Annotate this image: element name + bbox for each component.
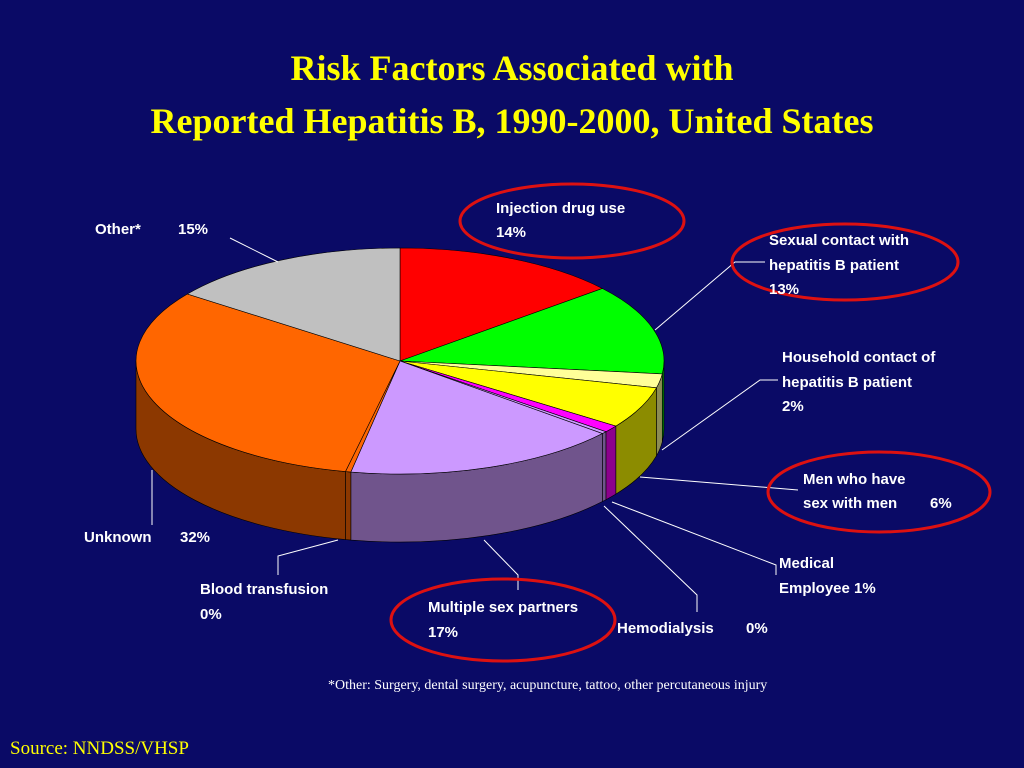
chart-title-line-1: Risk Factors Associated with <box>290 48 734 88</box>
leader-line-household <box>661 379 778 451</box>
pie-slice-unknown <box>135 293 401 472</box>
footnote: *Other: Surgery, dental surgery, acupunc… <box>328 678 768 693</box>
leader-lines <box>151 237 799 612</box>
pie-slice-multiple-sex-partners <box>350 360 604 475</box>
leader-line-sexual-contact <box>654 261 765 331</box>
value-injection-drug-use: 14% <box>496 224 526 241</box>
pie-side-walls <box>135 360 665 543</box>
label-msm-1: Men who have <box>803 471 906 488</box>
highlight-injection-drug-use <box>458 182 686 260</box>
value-multiple-sex-partners: 17% <box>428 624 458 641</box>
leader-line-medical <box>611 501 777 575</box>
leader-line-multiple <box>483 539 519 590</box>
highlight-sexual-contact <box>730 222 960 302</box>
highlight-circles <box>389 182 992 663</box>
label-unknown: Unknown <box>84 529 152 546</box>
label-household-contact-2: hepatitis B patient <box>782 374 912 391</box>
value-household-contact: 2% <box>782 398 804 415</box>
label-sexual-contact-2: hepatitis B patient <box>769 257 899 274</box>
label-msm-2: sex with men <box>803 495 897 512</box>
label-other: Other* <box>95 221 141 238</box>
label-blood-transfusion: Blood transfusion <box>200 581 328 598</box>
label-sexual-contact-1: Sexual contact with <box>769 232 909 249</box>
highlight-msm <box>766 450 992 534</box>
label-multiple-sex-partners: Multiple sex partners <box>428 599 578 616</box>
value-msm: 6% <box>930 495 952 512</box>
label-household-contact-1: Household contact of <box>782 349 936 366</box>
label-injection-drug-use: Injection drug use <box>496 200 625 217</box>
value-unknown: 32% <box>180 529 210 546</box>
pie-slice-sexual-contact-with-hepatitis-b-patient <box>399 288 665 375</box>
pie-top-faces <box>135 247 665 475</box>
label-medical-2: Employee 1% <box>779 580 876 597</box>
value-hemodialysis: 0% <box>746 620 768 637</box>
pie-side-medical-employee <box>605 425 617 501</box>
source-note: Source: NNDSS/VHSP <box>10 738 189 759</box>
pie-slice-other <box>186 247 401 362</box>
value-other: 15% <box>178 221 208 238</box>
label-hemodialysis: Hemodialysis <box>617 620 714 637</box>
leader-line-hemodialysis <box>603 505 698 612</box>
highlight-multiple-sex-partners <box>389 577 617 663</box>
leader-line-blood <box>277 539 339 575</box>
value-blood-transfusion: 0% <box>200 606 222 623</box>
pie-slice-injection-drug-use <box>399 247 604 362</box>
leader-line-other <box>229 237 279 263</box>
value-sexual-contact: 13% <box>769 281 799 298</box>
slice-labels: Injection drug use 14% Sexual contact wi… <box>84 200 952 641</box>
chart-title-line-2: Reported Hepatitis B, 1990-2000, United … <box>150 101 874 141</box>
leader-line-msm <box>639 476 799 491</box>
label-medical-1: Medical <box>779 555 834 572</box>
pie-side-hemodialysis <box>602 431 607 503</box>
pie-side-blood-transfusion <box>345 471 352 541</box>
